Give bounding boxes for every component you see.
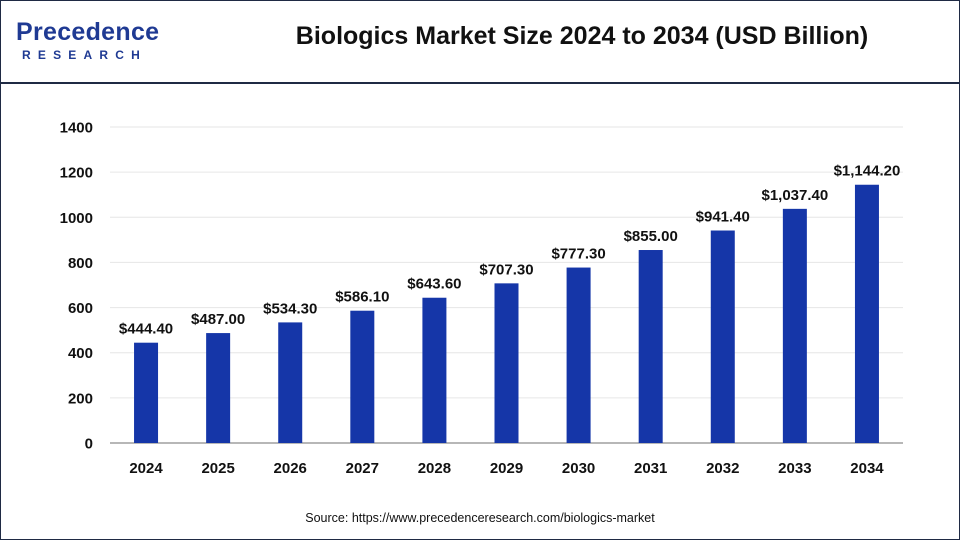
bar <box>566 267 591 443</box>
bar-value-label: $1,144.20 <box>834 163 901 180</box>
x-tick-label: 2029 <box>490 460 523 477</box>
y-tick-label: 0 <box>85 436 93 453</box>
x-tick-label: 2028 <box>418 460 451 477</box>
y-tick-label: 400 <box>68 345 93 362</box>
x-tick-label: 2031 <box>634 460 667 477</box>
bar-value-label: $855.00 <box>624 228 678 245</box>
bar <box>350 310 375 443</box>
bar <box>134 342 159 443</box>
bar-value-label: $534.30 <box>263 300 317 317</box>
logo-wordmark-top: Precedence <box>16 18 160 46</box>
y-tick-label: 1200 <box>60 165 93 182</box>
bar <box>710 230 735 443</box>
x-tick-label: 2034 <box>850 460 884 477</box>
bar <box>206 333 231 443</box>
bar-value-label: $707.30 <box>479 261 533 278</box>
bar-value-label: $444.40 <box>119 321 173 338</box>
bar-value-label: $586.10 <box>335 289 389 306</box>
x-tick-label: 2026 <box>274 460 307 477</box>
x-tick-label: 2032 <box>706 460 739 477</box>
x-tick-label: 2033 <box>778 460 811 477</box>
header: Precedence RESEARCH Biologics Market Siz… <box>0 0 960 84</box>
bar-value-label: $487.00 <box>191 311 245 328</box>
bar-value-label: $941.40 <box>696 209 750 226</box>
x-tick-label: 2030 <box>562 460 595 477</box>
bar-value-label: $643.60 <box>407 276 461 293</box>
x-tick-label: 2025 <box>201 460 234 477</box>
bar <box>854 184 879 443</box>
source-note: Source: https://www.precedenceresearch.c… <box>305 511 655 525</box>
bar-value-label: $1,037.40 <box>761 187 828 204</box>
bar-value-label: $777.30 <box>551 246 605 263</box>
bar-chart: 0 200 400 600 800 1000 1200 1400 $444.40 2024 $487… <box>60 120 903 477</box>
y-tick-label: 600 <box>68 300 93 317</box>
y-tick-label: 800 <box>68 255 93 272</box>
precedence-research-logo: Precedence RESEARCH <box>16 18 166 66</box>
y-tick-label: 1400 <box>60 120 93 137</box>
bar <box>422 297 447 443</box>
x-tick-label: 2027 <box>346 460 379 477</box>
y-tick-label: 1000 <box>60 210 93 227</box>
bar <box>494 283 519 443</box>
chart-title: Biologics Market Size 2024 to 2034 (USD … <box>295 22 869 50</box>
bar <box>638 250 663 443</box>
bar <box>278 322 303 443</box>
y-tick-label: 200 <box>68 390 93 407</box>
logo-wordmark-bottom: RESEARCH <box>22 48 147 62</box>
bar <box>782 208 807 443</box>
x-tick-label: 2024 <box>129 460 163 477</box>
